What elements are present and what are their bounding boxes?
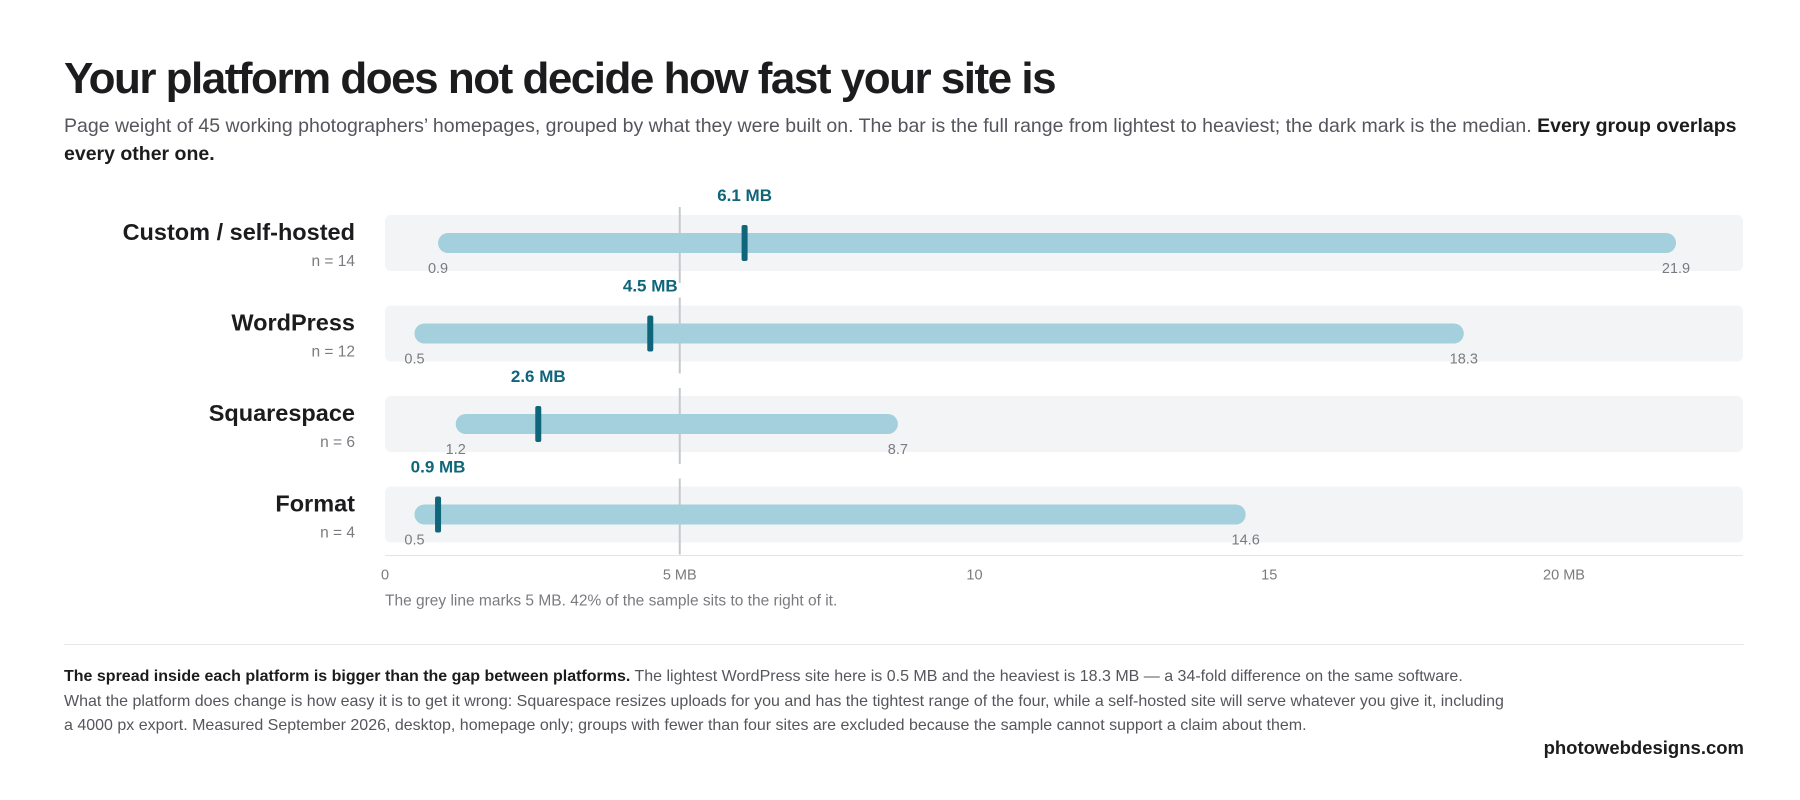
range-bar	[414, 504, 1246, 525]
min-value-label: 0.5	[404, 352, 424, 368]
brand-name: photowebdesigns.com	[1543, 737, 1744, 758]
x-tick-label: 0	[381, 568, 389, 584]
median-mark	[435, 496, 442, 533]
x-tick-label: 20 MB	[1543, 568, 1585, 584]
median-mark	[535, 406, 542, 442]
range-chart: Custom / self-hosted n = 14 0.9 21.9 6.1 MB W…	[123, 186, 1743, 610]
x-tick-label: 15	[1261, 568, 1277, 584]
chart-title: Your platform does not decide how fast y…	[64, 54, 1057, 103]
median-value-label: 2.6 MB	[511, 367, 566, 386]
footnote: The spread inside each platform is bigge…	[64, 665, 1504, 739]
median-value-label: 0.9 MB	[411, 458, 466, 477]
group-label: WordPress	[231, 310, 355, 336]
min-value-label: 0.5	[404, 533, 424, 549]
reference-note: The grey line marks 5 MB. 42% of the sam…	[385, 593, 837, 610]
footer-divider	[64, 644, 1744, 645]
group-label: Format	[275, 491, 355, 517]
range-bar	[455, 414, 898, 434]
median-mark	[741, 225, 748, 261]
group-label: Custom / self-hosted	[123, 219, 355, 245]
group-count: n = 14	[311, 253, 355, 270]
median-mark	[647, 315, 654, 352]
group-count: n = 4	[320, 525, 355, 542]
subtitle-emphasis: Every group overlaps every other one.	[64, 115, 1737, 165]
group-count: n = 6	[320, 434, 355, 451]
row-background	[385, 396, 1743, 452]
median-value-label: 4.5 MB	[623, 277, 678, 296]
x-tick-label: 5 MB	[663, 568, 697, 584]
max-value-label: 21.9	[1662, 261, 1690, 277]
footnote-lead: The spread inside each platform is bigge…	[64, 668, 631, 685]
range-bar	[438, 233, 1677, 253]
subtitle-text: Page weight of 45 working photographers’…	[64, 115, 1538, 137]
median-value-label: 6.1 MB	[717, 186, 772, 205]
max-value-label: 18.3	[1450, 352, 1478, 368]
chart-subtitle: Page weight of 45 working photographers’…	[64, 112, 1744, 168]
min-value-label: 0.9	[428, 261, 448, 277]
group-label: Squarespace	[209, 400, 355, 426]
min-value-label: 1.2	[446, 442, 466, 458]
max-value-label: 8.7	[888, 442, 908, 458]
x-tick-label: 10	[966, 568, 982, 584]
footnote-body: The lightest WordPress site here is 0.5 …	[64, 668, 1504, 734]
group-count: n = 12	[311, 344, 355, 361]
max-value-label: 14.6	[1232, 533, 1260, 549]
range-bar	[414, 323, 1464, 344]
